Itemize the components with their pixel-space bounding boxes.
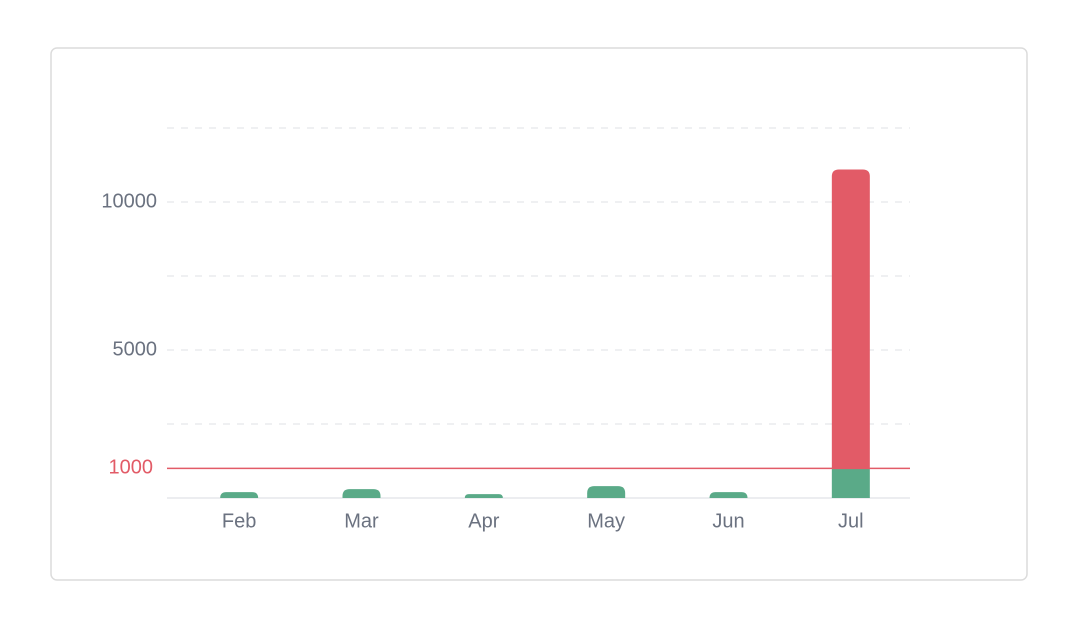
threshold-label: 1000 — [109, 457, 154, 479]
x-tick-label: May — [587, 510, 625, 532]
x-tick-label: Jun — [712, 510, 744, 532]
x-tick-label: Jul — [838, 510, 864, 532]
bar — [464, 494, 503, 498]
x-tick-label: Feb — [222, 510, 256, 532]
bar — [342, 489, 381, 498]
bar — [831, 169, 870, 469]
x-tick-label: Apr — [468, 510, 499, 532]
bar — [587, 486, 626, 498]
y-tick-label: 5000 — [113, 338, 158, 360]
bar — [220, 492, 259, 498]
card — [50, 47, 1028, 581]
bar — [709, 492, 748, 498]
x-tick-label: Mar — [344, 510, 379, 532]
bar — [831, 468, 870, 498]
y-tick-label: 10000 — [101, 190, 157, 212]
